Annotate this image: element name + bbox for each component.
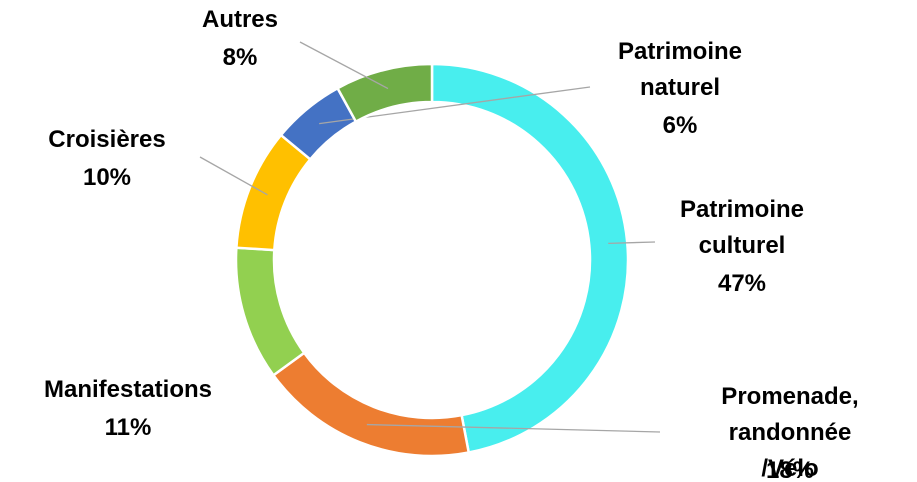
category-label: Patrimoine naturel <box>617 38 743 101</box>
value-label: 11% <box>104 414 152 441</box>
value-label: 6% <box>662 112 698 139</box>
slice <box>234 246 306 377</box>
value-label: 18% <box>765 457 815 482</box>
leader-line <box>366 423 661 433</box>
category-label: Autres <box>201 6 279 33</box>
slice <box>271 351 471 458</box>
value-label: 10% <box>82 164 132 191</box>
value-label: 47% <box>717 270 767 297</box>
leader-line <box>299 41 389 90</box>
category-label: Croisières <box>48 126 166 153</box>
category-label: Patrimoine culturel <box>679 196 805 259</box>
slice <box>235 133 313 252</box>
category-label: Manifestations <box>43 376 213 403</box>
leader-line <box>199 156 268 196</box>
value-label: 8% <box>222 44 258 71</box>
slice <box>335 62 434 124</box>
slice <box>430 62 630 454</box>
category-label: Promenade, randonnée /Vélo <box>721 383 859 482</box>
leader-line <box>608 241 656 244</box>
